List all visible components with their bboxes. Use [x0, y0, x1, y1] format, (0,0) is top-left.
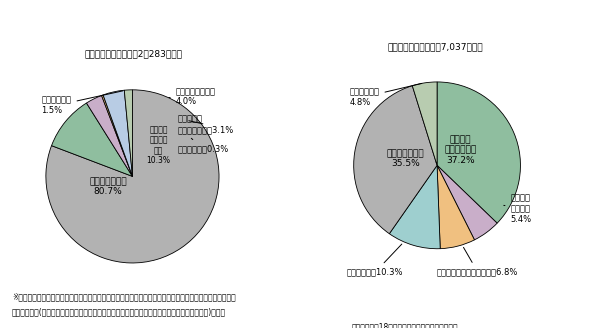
Wedge shape [437, 82, 521, 223]
Wedge shape [412, 82, 437, 165]
Text: 情報通信
機械器具
工業
10.3%: 情報通信 機械器具 工業 10.3% [147, 125, 170, 165]
Wedge shape [437, 165, 497, 240]
Text: 情報通信
機械器具工業
37.2%: 情報通信 機械器具工業 37.2% [444, 135, 476, 165]
Text: その他の産業
1.5%: その他の産業 1.5% [42, 91, 123, 115]
Wedge shape [46, 90, 219, 263]
Wedge shape [389, 165, 440, 249]
Wedge shape [102, 95, 133, 176]
Text: 電子部品・デバイス工業　6.8%: 電子部品・デバイス工業 6.8% [437, 247, 519, 277]
Text: 技術輸入額（全産業：7,037億円）: 技術輸入額（全産業：7,037億円） [387, 42, 482, 51]
Text: 電気機械
器具工業
5.4%: 電気機械 器具工業 5.4% [504, 194, 531, 224]
Text: 報通信業(ソフトウェア・情報処理業、通信業、放送業、新聞・出版・その他の情報通信業)を指す: 報通信業(ソフトウェア・情報処理業、通信業、放送業、新聞・出版・その他の情報通信… [12, 308, 226, 317]
Text: 総務省「平成18年科学技術研究調査」により作成: 総務省「平成18年科学技術研究調査」により作成 [351, 322, 458, 328]
Text: 情報通信業　0.3%: 情報通信業 0.3% [178, 138, 228, 153]
Wedge shape [124, 90, 133, 176]
Text: その他の産業
4.8%: その他の産業 4.8% [350, 83, 422, 107]
Text: 電子部品・
デバイス工業　3.1%: 電子部品・ デバイス工業 3.1% [178, 115, 234, 134]
Wedge shape [103, 90, 133, 176]
Wedge shape [52, 103, 133, 176]
Text: ※　ここでの情報通信産業とは、情報通信機械器具工業、電気機械器具工業、電子部品・デバイス工業、情: ※ ここでの情報通信産業とは、情報通信機械器具工業、電気機械器具工業、電子部品・… [12, 292, 236, 301]
Text: 情報通信業　10.3%: 情報通信業 10.3% [347, 244, 404, 277]
Text: 技術輸出額（全産業：2兆283億円）: 技術輸出額（全産業：2兆283億円） [85, 49, 183, 58]
Wedge shape [87, 95, 133, 176]
Text: 電気機械器具工業
4.0%: 電気機械器具工業 4.0% [169, 87, 216, 107]
Text: その他の製造業
80.7%: その他の製造業 80.7% [90, 177, 127, 196]
Text: その他の製造業
35.5%: その他の製造業 35.5% [387, 149, 424, 168]
Wedge shape [437, 165, 474, 249]
Wedge shape [354, 86, 437, 234]
